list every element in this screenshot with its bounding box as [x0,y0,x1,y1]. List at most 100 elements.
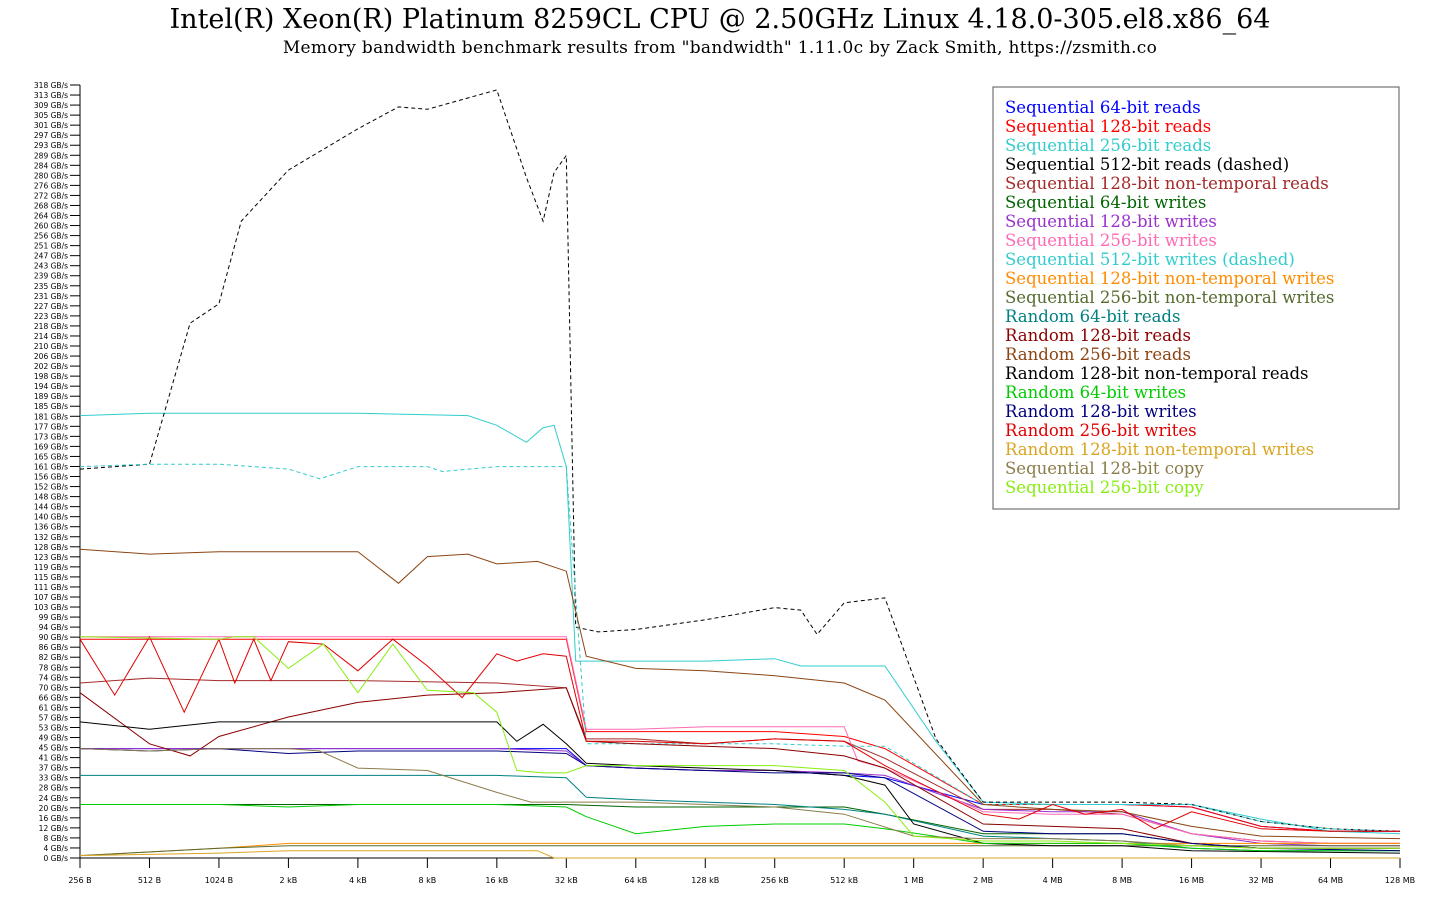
y-tick-label: 177 GB/s [34,422,68,431]
y-tick-label: 70 GB/s [39,683,68,692]
legend-entry: Sequential 512-bit writes (dashed) [1005,250,1295,269]
y-tick-label: 198 GB/s [34,372,68,381]
y-tick-label: 189 GB/s [34,392,68,401]
y-tick-label: 20 GB/s [39,804,68,813]
legend-entry: Random 256-bit reads [1005,345,1191,364]
y-tick-label: 165 GB/s [34,452,68,461]
x-tick-label: 256 B [68,876,91,885]
y-tick-label: 284 GB/s [34,161,68,170]
y-tick-label: 0 GB/s [43,854,68,863]
legend-entry: Sequential 256-bit copy [1005,478,1204,497]
series-line-2 [80,638,1400,832]
y-tick-label: 16 GB/s [39,814,68,823]
legend-entry: Sequential 128-bit copy [1005,459,1204,478]
x-tick-label: 32 kB [555,876,578,885]
y-tick-label: 37 GB/s [39,764,68,773]
y-tick-label: 272 GB/s [34,191,68,200]
series-line-6 [80,804,1400,849]
series-lines [79,89,1401,859]
legend-entry: Sequential 512-bit reads (dashed) [1005,155,1289,174]
x-tick-label: 16 kB [485,876,508,885]
y-tick-label: 119 GB/s [34,563,68,572]
y-tick-label: 66 GB/s [39,693,68,702]
y-tick-label: 318 GB/s [34,81,68,90]
y-tick-label: 128 GB/s [34,543,68,552]
y-tick-label: 144 GB/s [34,503,68,512]
y-tick-label: 8 GB/s [43,834,68,843]
y-tick-label: 214 GB/s [34,332,68,341]
y-tick-label: 136 GB/s [34,523,68,532]
y-tick-label: 293 GB/s [34,141,68,150]
y-tick-label: 239 GB/s [34,272,68,281]
legend-entry: Random 256-bit writes [1005,421,1197,440]
series-line-14 [79,548,1401,840]
y-tick-label: 140 GB/s [34,513,68,522]
series-line-10 [79,842,1400,857]
series-line-8 [80,636,1400,844]
y-tick-label: 227 GB/s [34,302,68,311]
x-tick-label: 16 MB [1179,876,1204,885]
y-tick-label: 297 GB/s [34,131,68,140]
y-tick-label: 45 GB/s [39,744,68,753]
legend-entry: Random 64-bit writes [1005,383,1186,402]
y-tick-label: 181 GB/s [34,412,68,421]
chart-title: Intel(R) Xeon(R) Platinum 8259CL CPU @ 2… [169,4,1271,35]
y-tick-label: 74 GB/s [39,673,68,682]
y-tick-label: 251 GB/s [34,242,68,251]
legend-entry: Sequential 64-bit reads [1005,98,1201,117]
series-line-17 [79,748,1401,852]
series-line-15 [79,721,1401,854]
legend-entry: Sequential 128-bit reads [1005,117,1211,136]
x-tick-label: 4 MB [1043,876,1063,885]
legend-entry: Sequential 128-bit non-temporal writes [1005,269,1334,288]
x-tick-label: 1024 B [205,876,233,885]
x-tick-label: 512 B [138,876,161,885]
series-line-9 [79,463,1401,832]
y-tick-label: 49 GB/s [39,734,68,743]
series-line-20 [79,748,1400,849]
y-tick-label: 223 GB/s [34,312,68,321]
y-tick-label: 276 GB/s [34,181,68,190]
legend-entry: Random 128-bit writes [1005,402,1197,421]
y-tick-label: 61 GB/s [39,703,68,712]
y-tick-label: 301 GB/s [34,121,68,130]
y-tick-label: 41 GB/s [39,754,68,763]
y-tick-label: 156 GB/s [34,473,68,482]
y-tick-label: 111 GB/s [34,583,68,592]
y-tick-label: 309 GB/s [34,101,68,110]
y-tick-label: 289 GB/s [34,151,68,160]
y-tick-label: 202 GB/s [34,362,68,371]
x-axis-ticks: 256 B 512 B 1024 B 2 kB 4 kB 8 kB 16 kB 32 kB 64… [68,858,1415,885]
legend-entry: Random 128-bit reads [1005,326,1191,345]
series-line-18 [79,635,1400,832]
y-tick-label: 24 GB/s [39,794,68,803]
y-tick-label: 280 GB/s [34,171,68,180]
x-tick-label: 8 kB [418,876,436,885]
y-tick-label: 206 GB/s [34,352,68,361]
series-line-19 [79,850,1400,859]
series-line-3 [79,412,1401,835]
y-tick-label: 115 GB/s [34,573,68,582]
legend-entry: Sequential 256-bit non-temporal writes [1005,288,1334,307]
legend-box [992,86,1400,510]
y-tick-label: 132 GB/s [34,533,68,542]
y-tick-label: 57 GB/s [39,713,68,722]
y-tick-label: 243 GB/s [34,262,68,271]
y-tick-label: 256 GB/s [34,232,68,241]
x-tick-label: 128 MB [1385,876,1415,885]
y-tick-label: 123 GB/s [34,553,68,562]
series-line-12 [80,774,1400,852]
y-tick-label: 210 GB/s [34,342,68,351]
x-tick-label: 8 MB [1112,876,1132,885]
series-line-4 [79,89,1401,832]
legend-entry: Random 64-bit reads [1005,307,1180,326]
legend-entry: Random 128-bit non-temporal reads [1005,364,1309,383]
y-tick-label: 169 GB/s [34,442,68,451]
y-axis-ticks: 0 GB/s4 GB/s8 GB/s12 GB/s16 GB/s20 GB/s2… [34,81,80,863]
x-tick-label: 2 MB [973,876,993,885]
series-line-5 [79,677,1400,844]
legend-entry: Sequential 256-bit writes [1005,231,1217,250]
y-tick-label: 152 GB/s [34,483,68,492]
y-tick-label: 90 GB/s [39,633,68,642]
